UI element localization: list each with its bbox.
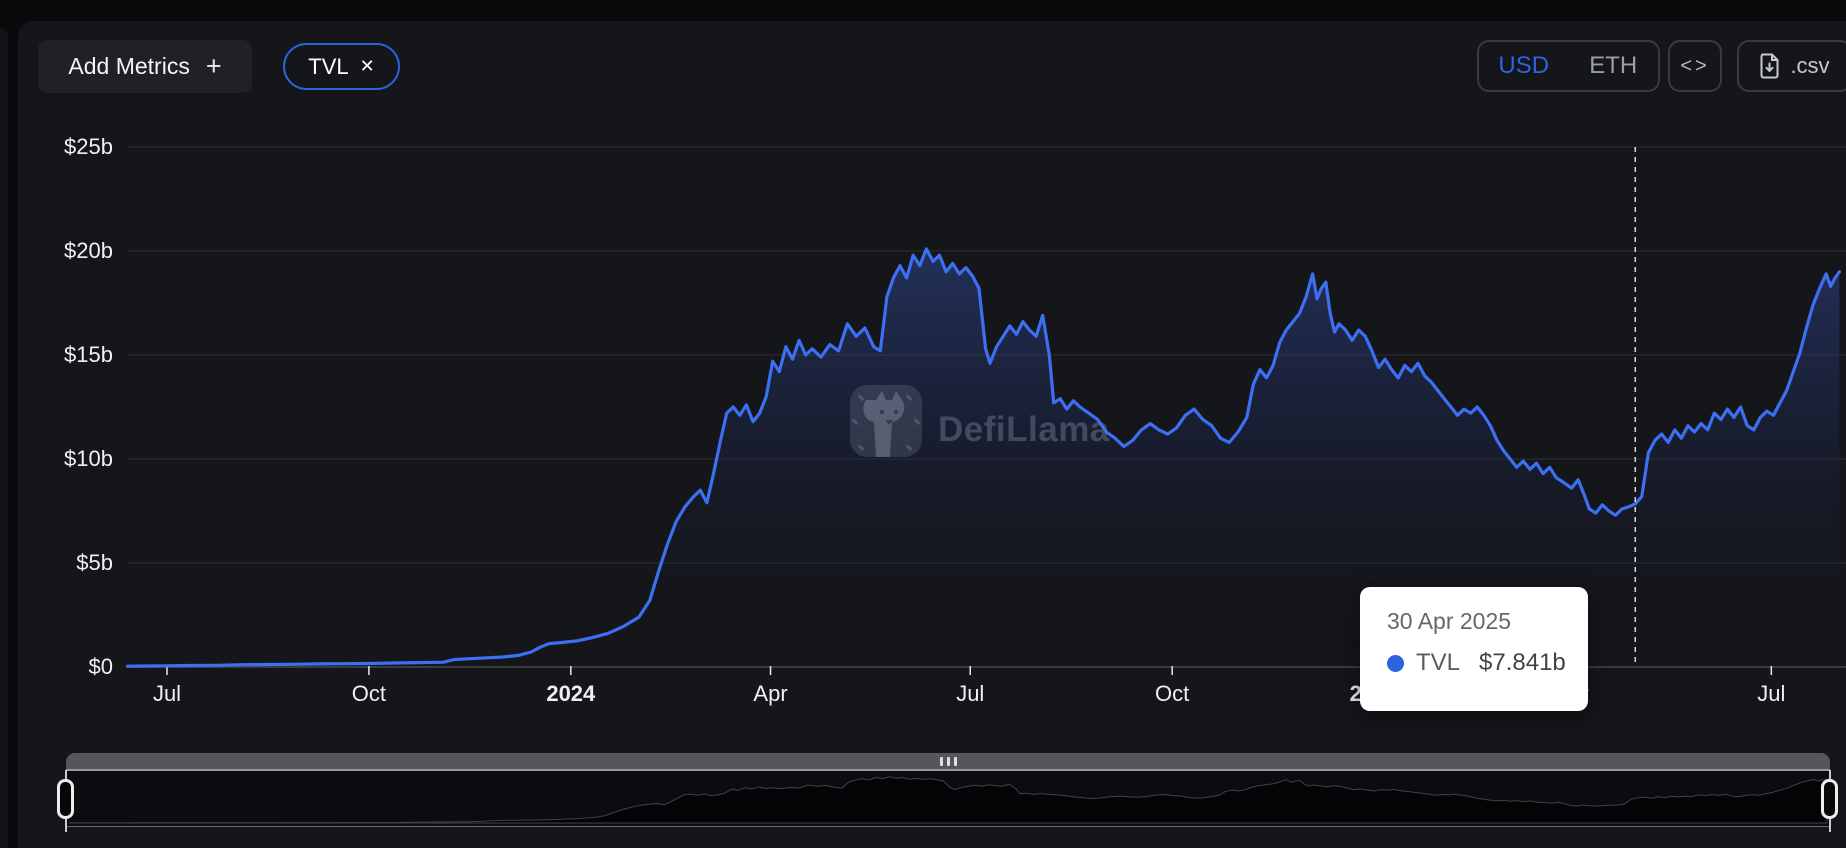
close-icon[interactable]: ✕ [359, 56, 375, 76]
metric-chip-tvl[interactable]: TVL ✕ [283, 43, 400, 90]
x-axis-label: Oct [351, 681, 387, 706]
minimap-area [68, 776, 1828, 824]
download-csv-button[interactable]: .csv [1737, 40, 1846, 92]
brush-grip-icon [939, 756, 943, 766]
x-axis-label: Jul [1757, 681, 1786, 706]
series-dot-icon [1387, 654, 1404, 672]
x-axis-label: 2024 [546, 681, 596, 706]
defillama-watermark: DefiLlama [850, 385, 1110, 457]
metric-chip-label: TVL [308, 53, 349, 79]
x-axis-label: Apr [753, 681, 788, 706]
x-axis-label: Oct [1155, 681, 1190, 706]
brush-right-handle[interactable] [1821, 779, 1838, 819]
currency-usd-option[interactable]: USD [1498, 52, 1550, 79]
code-icon: <> [1680, 54, 1710, 77]
tvl-area-fill [127, 248, 1840, 667]
tooltip-value: $7.841b [1479, 649, 1566, 676]
y-axis-label: $20b [64, 238, 113, 263]
tvl-line [125, 247, 1841, 668]
plus-icon: + [205, 51, 222, 81]
brush-move-handle[interactable] [66, 753, 1830, 771]
brush-grip-icon [953, 756, 957, 766]
brush-grip-icon [946, 756, 950, 766]
x-axis-label: Jul [152, 681, 182, 706]
y-axis-label: $0 [88, 654, 113, 679]
add-metrics-label: Add Metrics [68, 53, 190, 79]
download-file-icon [1760, 53, 1779, 79]
adjacent-panel-edge [0, 28, 8, 848]
tooltip-row: TVL $7.841b [1387, 649, 1588, 677]
add-metrics-button[interactable]: Add Metrics + [38, 40, 252, 93]
embed-code-button[interactable]: <> [1668, 40, 1722, 92]
y-axis-label: $15b [64, 342, 113, 367]
y-axis-label: $5b [76, 550, 113, 575]
svg-text:DefiLlama: DefiLlama [938, 410, 1110, 449]
csv-label: .csv [1790, 53, 1830, 78]
y-axis-label: $25b [64, 134, 113, 159]
brush-minimap-chart [68, 776, 1828, 824]
tooltip-series-label: TVL [1416, 649, 1461, 676]
tooltip-date: 30 Apr 2025 [1387, 608, 1512, 634]
brush-minimap[interactable] [66, 771, 1830, 827]
currency-eth-option[interactable]: ETH [1589, 52, 1638, 79]
brush-left-handle[interactable] [57, 779, 74, 819]
x-axis-label: Jul [956, 681, 985, 706]
y-axis-label: $10b [64, 446, 113, 471]
chart-tooltip: 30 Apr 2025 TVL $7.841b [1360, 587, 1588, 711]
currency-toggle: USD ETH [1477, 40, 1660, 92]
